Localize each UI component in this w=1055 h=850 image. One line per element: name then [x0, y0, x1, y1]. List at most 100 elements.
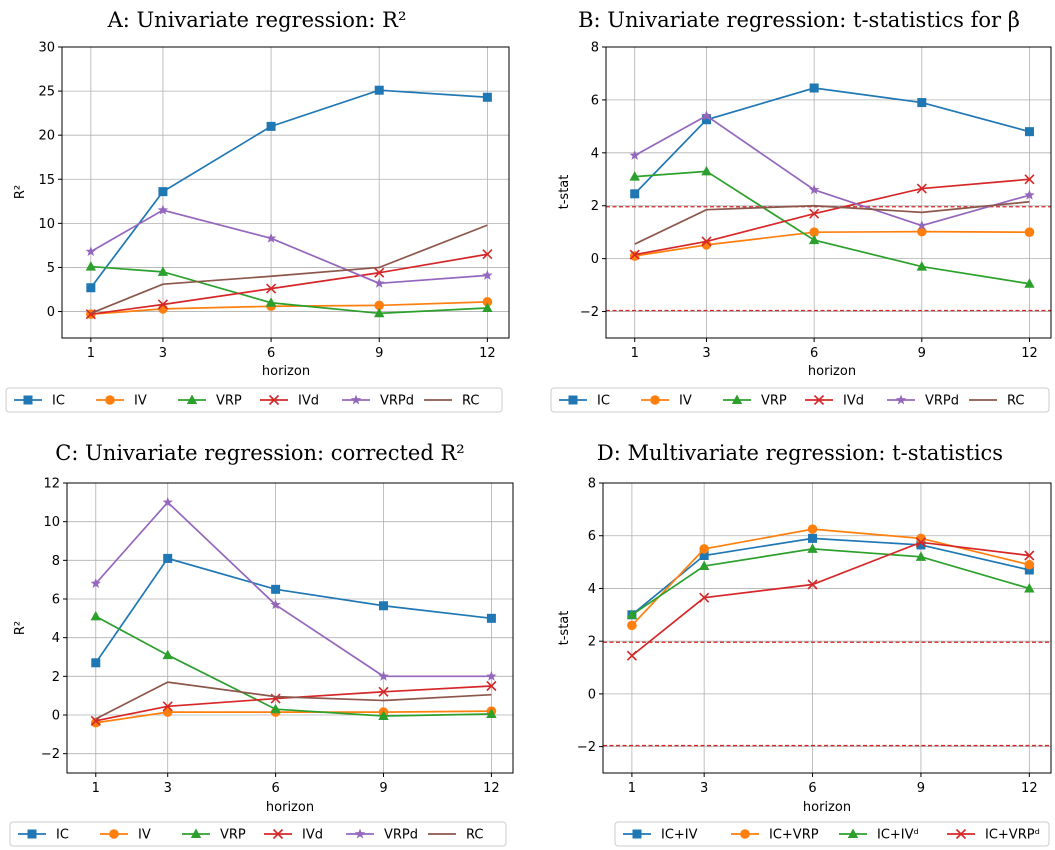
panel-c-ytick-label-4: 6: [52, 593, 60, 608]
panel-c-series-0-point-2: [271, 584, 281, 594]
panel-b-series-0-point-4: [1024, 127, 1034, 137]
panel-a-title: A: Univariate regression: R²: [107, 8, 407, 32]
panel-a-series-0-point-3: [374, 85, 384, 95]
panel-c-ytick-label-2: 2: [52, 670, 60, 685]
panel-d-xtick-label-0: 1: [628, 781, 636, 796]
panel-a-series-2-point-1: [157, 266, 169, 276]
panel-c-series-2-point-1: [162, 649, 173, 660]
panel-d-series-2-point-1: [698, 560, 710, 571]
panel-b-series-3-point-4: [1024, 174, 1035, 185]
panel-a-legend-label-1: IV: [134, 394, 147, 409]
panel-b-xtick-label-4: 12: [1021, 346, 1038, 361]
panel-c-series-4-point-1: [162, 496, 173, 507]
panel-d-series-3-point-0: [626, 650, 637, 661]
panel-a-ytick-label-1: 5: [47, 261, 55, 276]
panel-d-legend-label-3: IC+VRPᵈ: [985, 828, 1040, 843]
panel-a-legend-marker-0: [23, 395, 33, 405]
panel-d-ytick-label-0: −2: [577, 740, 596, 755]
panel-b-series-0-point-2: [809, 83, 819, 93]
panel-b-ytick-label-0: −2: [580, 305, 599, 320]
panel-c-series-2-point-3: [378, 710, 389, 720]
panel-c-series-4-point-3: [378, 670, 389, 681]
panel-b-legend-marker-1: [650, 395, 660, 405]
panel-d-ytick-label-3: 4: [588, 582, 596, 597]
panel-c-legend-box: [9, 821, 507, 847]
panel-c-ytick-label-0: −2: [41, 747, 60, 762]
panel-c-axes-frame: [66, 482, 514, 774]
panel-a-legend-label-0: IC: [52, 394, 65, 409]
panel-b-ytick-label-4: 6: [591, 93, 599, 108]
panel-d-series-2-point-4: [1024, 582, 1035, 593]
panel-b-series-1-point-4: [1024, 227, 1035, 237]
panel-c-series-2-point-0: [90, 610, 101, 621]
panel-a-legend-marker-4: [350, 394, 362, 405]
panel-c-series-0-point-1: [163, 553, 173, 563]
panel-a-legend-label-5: RC: [462, 394, 479, 409]
panel-a-series-4-line: [90, 209, 488, 285]
panel-b-title: B: Univariate regression: t-statistics f…: [578, 8, 1020, 32]
panel-b-series-4-point-1: [701, 110, 712, 121]
panel-b-series-2-point-0: [629, 171, 640, 181]
panel-a-series-4-point-4: [482, 269, 493, 280]
panel-d-axes-frame: [602, 482, 1052, 774]
panel-c-plot: 1 3 6 9 12 −2 0 2 4 6 8 10 12: [41, 477, 514, 796]
panel-a-series-5-line: [90, 224, 488, 315]
panel-b-axes-frame: [605, 46, 1052, 339]
panel-c-legend-label-3: IVd: [302, 828, 323, 843]
panel-b-series-0-point-3: [917, 98, 927, 108]
panel-b-legend-label-5: RC: [1007, 394, 1024, 409]
panel-d-legend-marker-3: [955, 828, 967, 840]
panel-b-legend: IC IV VRP IVd VRPd RC: [550, 387, 1050, 413]
panel-d-series-0-point-2: [808, 533, 818, 543]
panel-a-plot: 1 3 6 9 12 0 5 10 15 20 25 30: [38, 41, 510, 361]
panel-a-legend: IC IV VRP IVd VRPd RC: [5, 387, 503, 413]
panel-a-ytick-label-0: 0: [47, 305, 55, 320]
panel-c-series-1-line: [95, 710, 492, 724]
panel-d-ytick-label-5: 8: [588, 477, 596, 492]
panel-d-legend: IC+IV IC+VRP IC+IVᵈ IC+VRPᵈ: [614, 821, 1050, 847]
panel-b: B: Univariate regression: t-statistics f…: [550, 8, 1052, 413]
panel-c-legend-label-2: VRP: [220, 828, 246, 843]
panel-d-ytick-label-4: 6: [588, 529, 596, 544]
panel-a-xtick-label-4: 12: [479, 346, 496, 361]
panel-a-series-4-point-2: [265, 232, 277, 243]
panel-b-legend-box: [550, 387, 1050, 413]
panel-c-series-2-point-2: [270, 703, 281, 714]
panel-b-series-4-point-3: [916, 220, 928, 231]
panel-d-legend-label-2: IC+IVᵈ: [877, 828, 919, 843]
panel-b-ytick-label-2: 2: [591, 199, 599, 214]
panel-c-legend-marker-3: [272, 828, 284, 840]
panel-d-series-0-point-3: [916, 540, 926, 550]
panel-b-series-4-point-2: [808, 184, 820, 195]
panel-c-ytick-label-5: 8: [52, 554, 60, 569]
panel-d-ylabel: t-stat: [557, 611, 572, 646]
panel-b-legend-label-2: VRP: [761, 394, 787, 409]
panel-c-ylabel: R²: [13, 621, 28, 635]
panel-d-series-1-point-1: [699, 544, 709, 554]
panel-a-legend-label-3: IVd: [298, 394, 319, 409]
panel-a-ytick-label-4: 20: [38, 129, 55, 144]
panel-d-xtick-label-3: 9: [917, 781, 925, 796]
panel-a-xlabel: horizon: [262, 364, 310, 379]
panel-a-series-2-point-4: [482, 302, 493, 313]
panel-c-series-4-point-0: [90, 578, 102, 588]
panel-b-series-4-point-4: [1024, 189, 1035, 200]
panel-a-series-4-point-1: [157, 204, 169, 215]
panel-a-legend-marker-3: [268, 394, 280, 406]
panel-d-legend-marker-0: [632, 829, 642, 839]
panel-a-ytick-label-5: 25: [38, 85, 55, 100]
panel-d-legend-marker-1: [740, 829, 750, 839]
panel-c-series-3-point-4: [486, 680, 497, 692]
panel-c-legend: IC IV VRP IVd VRPd RC: [9, 821, 507, 847]
panel-a-legend-label-4: VRPd: [380, 394, 414, 409]
panel-d: D: Multivariate regression: t-statistics…: [557, 441, 1052, 847]
panel-a-series-0-line: [90, 89, 488, 289]
panel-a-ytick-label-3: 15: [38, 173, 55, 188]
panel-c-legend-label-4: VRPd: [384, 828, 418, 843]
panel-c-series-0-point-0: [91, 658, 101, 668]
panel-b-xlabel: horizon: [808, 364, 856, 379]
panel-a-series-3-point-3: [374, 267, 385, 278]
panel-a-series-2-point-3: [374, 307, 385, 318]
panel-a: A: Univariate regression: R² horizon R² …: [5, 8, 510, 413]
panel-d-series-2-line: [631, 548, 1030, 616]
